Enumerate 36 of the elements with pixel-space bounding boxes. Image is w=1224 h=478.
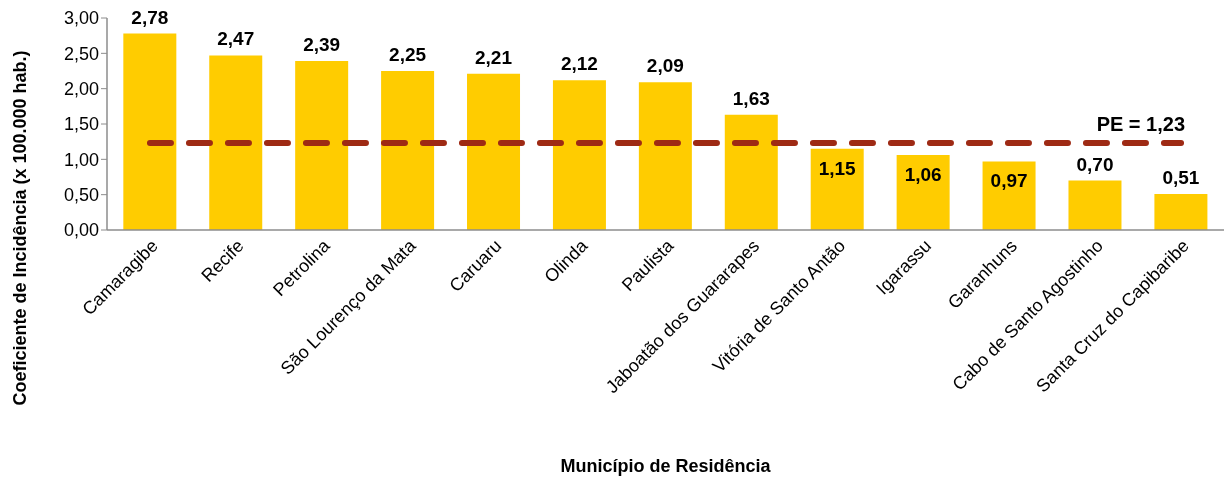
ref-line-label: PE = 1,23 [1096,113,1186,136]
data-label: 2,47 [217,28,255,50]
y-tick-label: 2,00 [63,79,99,100]
y-tick-label: 1,00 [63,149,99,170]
y-tick-label: 0,00 [63,220,99,241]
data-label: 1,15 [818,157,857,179]
bar [896,155,950,230]
data-label: 2,09 [646,55,684,77]
data-label: 1,06 [904,164,942,186]
bar [1154,193,1208,230]
bar [295,61,349,230]
bar [381,71,435,230]
data-label: 0,51 [1162,166,1200,188]
bar [467,73,521,230]
data-label: 2,25 [389,44,427,65]
bar [209,55,263,230]
bar [552,80,606,230]
data-label: 0,97 [990,170,1028,192]
bar [638,82,692,230]
y-tick-label: 3,00 [63,8,99,29]
bar [724,114,778,230]
data-label: 0,70 [1076,153,1114,175]
bar [123,33,177,230]
data-label: 2,39 [303,34,341,56]
bar [982,161,1036,230]
data-label: 2,21 [475,46,513,68]
y-tick-label: 2,50 [63,43,99,64]
y-axis-title: Coeficiente de Incidência (x 100.000 hab.) [10,50,30,406]
bar [810,148,864,230]
y-tick-label: 0,50 [63,185,99,206]
data-label: 2,78 [131,6,169,28]
bar [1068,180,1122,230]
data-label: 1,63 [732,87,770,109]
y-tick-label: 1,50 [63,114,99,135]
x-axis-title: Município de Residência [560,456,772,476]
data-label: 2,12 [560,53,598,75]
